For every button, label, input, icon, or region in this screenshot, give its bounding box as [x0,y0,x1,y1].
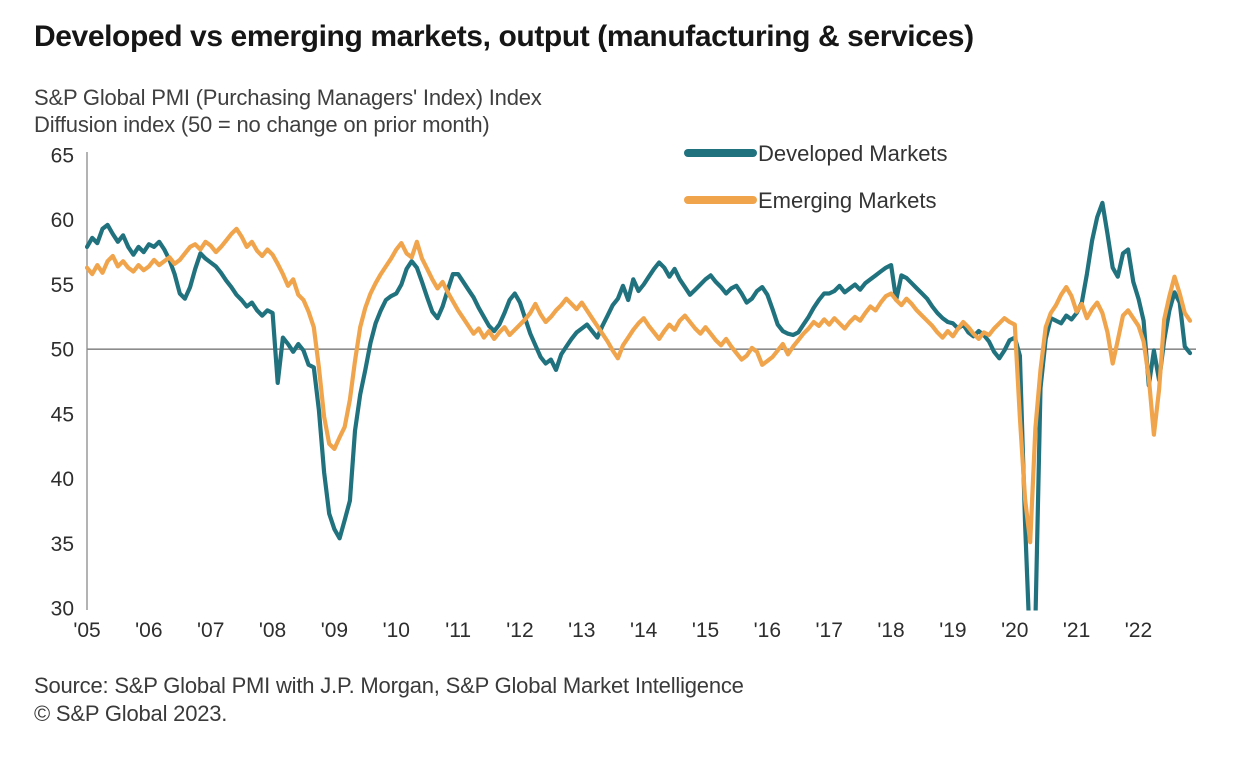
x-axis-tick-label: '07 [197,619,224,642]
chart-title: Developed vs emerging markets, output (m… [34,20,974,53]
source-line2: © S&P Global 2023. [34,701,228,726]
y-axis-tick-label: 60 [51,209,74,232]
x-axis-tick-label: '13 [568,619,595,642]
y-axis-tick-label: 30 [51,598,74,621]
chart-subtitle-line1: S&P Global PMI (Purchasing Managers' Ind… [34,85,542,110]
x-axis-tick-label: '17 [816,619,843,642]
line-chart-plot: 65 60 55 50 45 40 35 30 '05 '06 '07 '08 '09 '10 '11 '1… [51,141,1196,642]
y-axis-tick-label: 45 [51,403,74,426]
y-axis-tick-label: 40 [51,468,74,491]
y-axis-tick-label: 35 [51,533,74,556]
x-axis-tick-label: '19 [939,619,966,642]
y-axis-tick-label: 55 [51,274,74,297]
x-axis-tick-label: '16 [754,619,781,642]
x-axis-tick-label: '15 [692,619,719,642]
developed-markets-legend-label: Developed Markets [758,141,948,166]
emerging-markets-legend-label: Emerging Markets [758,188,937,213]
x-axis-tick-label: '11 [445,619,471,642]
emerging-markets-line [85,226,1193,545]
y-axis-tick-label: 50 [51,339,74,362]
chart-subtitle: S&P Global PMI (Purchasing Managers' Ind… [34,84,934,138]
x-axis-tick-label: '12 [506,619,533,642]
x-axis-tick-label: '05 [73,619,100,642]
y-axis-tick-label: 65 [51,145,74,168]
chart-subtitle-line2: Diffusion index (50 = no change on prior… [34,112,490,137]
x-axis-tick-label: '09 [321,619,348,642]
x-axis-tick-label: '10 [383,619,410,642]
x-axis-tick-label: '22 [1125,619,1152,642]
x-axis-tick-label: '06 [135,619,162,642]
x-axis-tick-label: '14 [630,619,658,642]
developed-markets-line [85,200,1193,611]
x-axis-tick-label: '20 [1001,619,1028,642]
x-axis-tick-label: '18 [877,619,904,642]
x-axis-tick-label: '08 [259,619,286,642]
chart-source-note: Source: S&P Global PMI with J.P. Morgan,… [34,672,1134,728]
x-axis-tick-label: '21 [1063,619,1090,642]
chart-legend: Developed Markets Emerging Markets [684,141,948,213]
source-line1: Source: S&P Global PMI with J.P. Morgan,… [34,673,744,698]
